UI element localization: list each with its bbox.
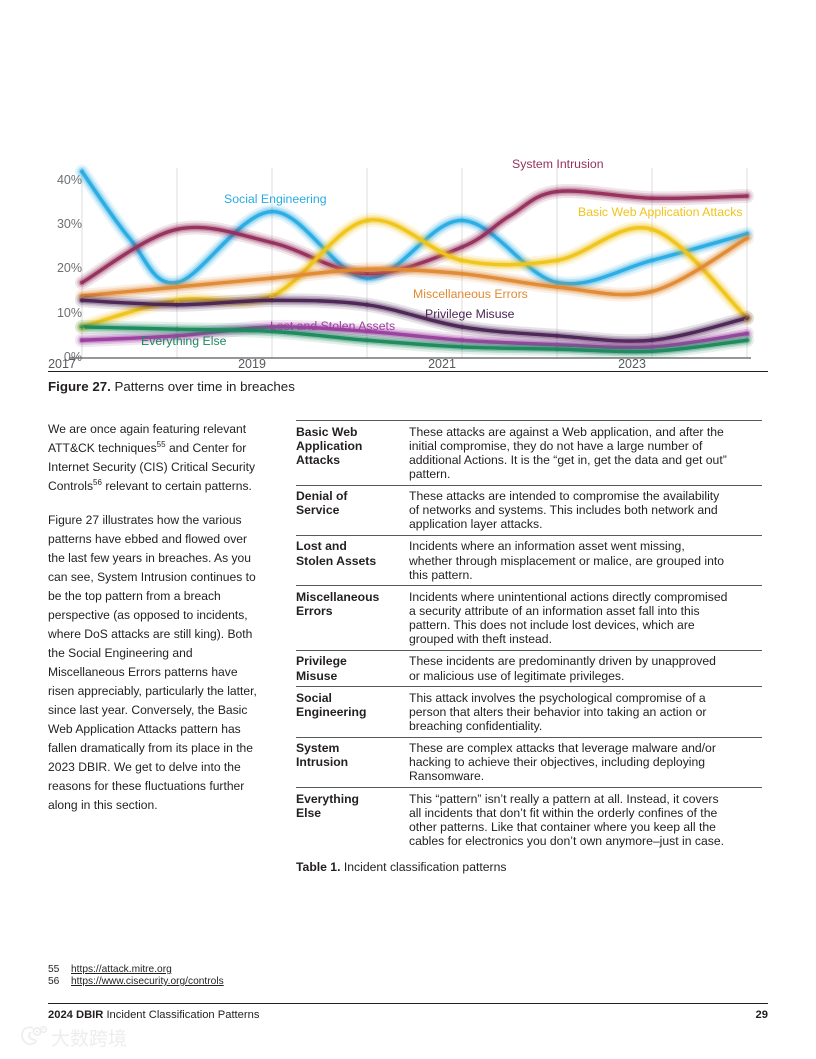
svg-text:大数跨境: 大数跨境 [51,1028,127,1050]
